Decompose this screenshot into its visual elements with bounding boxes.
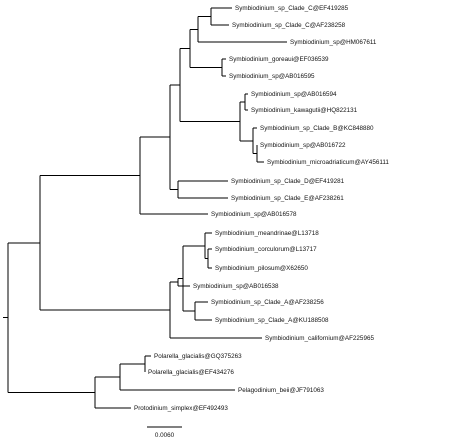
leaf-label: Symbiodinium_microadriaticum@AY456111 — [267, 159, 389, 166]
leaf-label: Symbiodinium_sp@AB016538 — [193, 283, 279, 290]
leaf-label: Symbiodinium_sp_Clade_D@EF419281 — [231, 178, 345, 185]
leaf-label: Symbiodinium_pilosum@X62650 — [215, 265, 308, 272]
leaf-label: Symbiodinium_sp_Clade_A@AF238256 — [211, 299, 324, 306]
leaf-label: Symbiodinium_sp_Clade_E@AF238261 — [231, 195, 344, 202]
leaf-label: Symbiodinium_sp@AB016594 — [251, 91, 337, 98]
scale-bar: 0.0060 — [147, 426, 182, 439]
leaf-label: Symbiodinium_californium@AF225965 — [265, 335, 374, 342]
leaf-label: Symbiodinium_sp@AB016722 — [260, 142, 346, 149]
leaf-label: Symbiodinium_kawagutii@HQ822131 — [251, 107, 358, 114]
leaf-label: Symbiodinium_sp_Clade_C@AF238258 — [232, 22, 346, 29]
leaf-label: Symbiodinium_sp_Clade_B@KC848880 — [260, 125, 374, 132]
leaf-label: Polarella_glacialis@EF434276 — [148, 369, 234, 376]
leaf-label: Symbiodinium_sp@HM067611 — [290, 39, 377, 46]
leaf-label: Symbiodinium_sp_Clade_C@EF419285 — [235, 5, 349, 12]
leaf-label: Symbiodinium_sp@AB016595 — [229, 73, 315, 80]
leaf-labels: Symbiodinium_sp_Clade_C@EF419285 Symbiodi… — [134, 5, 389, 412]
leaf-label: Symbiodinium_sp_Clade_A@KU188508 — [215, 317, 329, 324]
leaf-label: Symbiodinium_goreaui@EF036539 — [229, 56, 329, 63]
leaf-label: Symbiodinium_sp@AB016578 — [211, 211, 297, 218]
leaf-label: Protodinium_simplex@EF492493 — [134, 405, 228, 412]
leaf-label: Symbiodinium_corculorum@L13717 — [215, 246, 317, 253]
leaf-label: Polarella_glacialis@GQ375263 — [154, 353, 242, 360]
leaf-label: Pelagodinium_beii@JF791063 — [238, 387, 324, 394]
tree-branches — [3, 7, 287, 409]
scale-bar-label: 0.0060 — [155, 432, 175, 439]
leaf-label: Symbiodinium_meandrinae@L13718 — [215, 230, 319, 237]
